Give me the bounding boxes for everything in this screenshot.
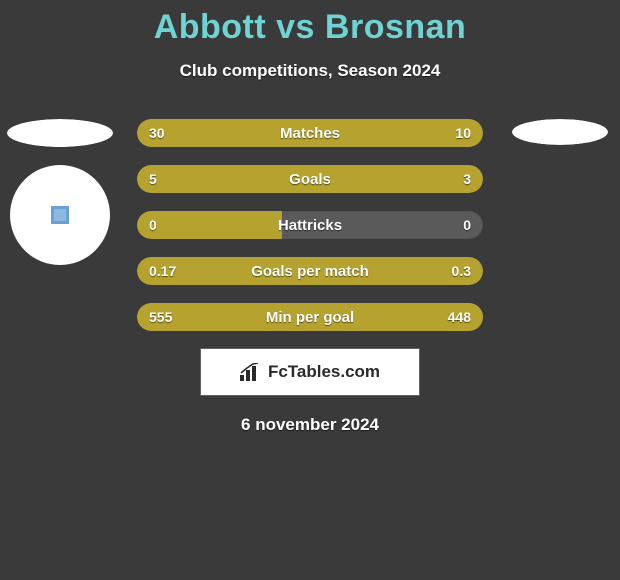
- stat-row: 00Hattricks: [137, 211, 483, 239]
- stat-bar-left: [137, 211, 282, 239]
- stat-bar-left: [137, 119, 386, 147]
- stat-bar-right: [345, 165, 483, 193]
- left-flag-icon: [7, 119, 113, 147]
- left-player-column: [0, 119, 120, 265]
- comparison-stage: 3010Matches 53Goals 00Hattricks 0.170.3Goal…: [0, 119, 620, 331]
- left-avatar: [10, 165, 110, 265]
- page-title: Abbott vs Brosnan: [0, 0, 620, 47]
- stat-value-right: 0: [463, 211, 471, 239]
- stat-bars: 3010Matches 53Goals 00Hattricks 0.170.3Goal…: [137, 119, 483, 331]
- date-text: 6 november 2024: [0, 415, 620, 435]
- stat-row: 555448Min per goal: [137, 303, 483, 331]
- right-flag-bottom-icon: [507, 159, 613, 183]
- stat-row: 53Goals: [137, 165, 483, 193]
- brand-box: FcTables.com: [201, 349, 419, 395]
- stat-row: 0.170.3Goals per match: [137, 257, 483, 285]
- brand-bars-icon: [240, 363, 262, 381]
- stat-bar-left: [137, 257, 352, 285]
- stat-bar-right: [352, 257, 483, 285]
- right-player-column: [500, 119, 620, 183]
- brand-text: FcTables.com: [268, 362, 380, 382]
- stat-bar-left: [137, 165, 345, 193]
- avatar-placeholder-icon: [51, 206, 69, 224]
- right-flag-top-icon: [512, 119, 608, 145]
- stat-bar-left: [137, 303, 483, 331]
- page-subtitle: Club competitions, Season 2024: [0, 61, 620, 81]
- stat-bar-right: [386, 119, 483, 147]
- stat-row: 3010Matches: [137, 119, 483, 147]
